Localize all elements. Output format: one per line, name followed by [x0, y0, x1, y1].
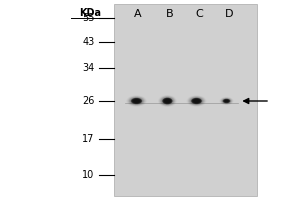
Ellipse shape: [162, 98, 172, 104]
Text: KDa: KDa: [79, 8, 101, 18]
Ellipse shape: [131, 98, 142, 104]
Ellipse shape: [165, 99, 170, 103]
Ellipse shape: [194, 100, 199, 102]
Ellipse shape: [191, 98, 202, 104]
Text: A: A: [134, 9, 142, 19]
Ellipse shape: [189, 97, 204, 105]
Ellipse shape: [128, 96, 146, 106]
Ellipse shape: [165, 100, 169, 102]
Ellipse shape: [128, 96, 145, 106]
Ellipse shape: [130, 98, 142, 104]
Ellipse shape: [130, 97, 143, 105]
Ellipse shape: [191, 98, 202, 104]
Ellipse shape: [194, 99, 200, 103]
Text: 55: 55: [82, 13, 94, 23]
Ellipse shape: [221, 98, 232, 104]
Ellipse shape: [189, 96, 204, 106]
Ellipse shape: [192, 98, 201, 104]
Ellipse shape: [131, 98, 142, 104]
Ellipse shape: [163, 98, 172, 104]
Ellipse shape: [193, 99, 200, 103]
Text: C: C: [196, 9, 203, 19]
Text: 43: 43: [82, 37, 94, 47]
Ellipse shape: [223, 99, 230, 103]
Text: 10: 10: [82, 170, 94, 180]
Text: 34: 34: [82, 63, 94, 73]
Ellipse shape: [224, 100, 229, 102]
Ellipse shape: [161, 97, 173, 105]
Ellipse shape: [223, 99, 230, 103]
Text: 26: 26: [82, 96, 94, 106]
Ellipse shape: [160, 96, 175, 106]
Ellipse shape: [162, 98, 173, 104]
Ellipse shape: [134, 100, 139, 102]
Ellipse shape: [190, 97, 203, 105]
Text: 17: 17: [82, 134, 94, 144]
Ellipse shape: [192, 99, 201, 103]
Ellipse shape: [132, 99, 141, 103]
Ellipse shape: [164, 99, 171, 103]
Ellipse shape: [224, 99, 230, 103]
Ellipse shape: [163, 98, 172, 104]
Ellipse shape: [222, 98, 231, 104]
Bar: [114, 4, 256, 196]
Ellipse shape: [188, 96, 205, 106]
Ellipse shape: [224, 99, 229, 103]
Ellipse shape: [132, 98, 141, 104]
Ellipse shape: [160, 97, 174, 105]
Ellipse shape: [191, 98, 202, 104]
Ellipse shape: [223, 99, 230, 103]
Ellipse shape: [129, 97, 144, 105]
Text: D: D: [225, 9, 234, 19]
Ellipse shape: [225, 100, 228, 102]
Ellipse shape: [221, 98, 232, 104]
Ellipse shape: [159, 96, 176, 106]
Ellipse shape: [222, 99, 231, 103]
Text: B: B: [166, 9, 173, 19]
Ellipse shape: [163, 98, 172, 104]
Ellipse shape: [134, 99, 140, 103]
Ellipse shape: [133, 99, 140, 103]
